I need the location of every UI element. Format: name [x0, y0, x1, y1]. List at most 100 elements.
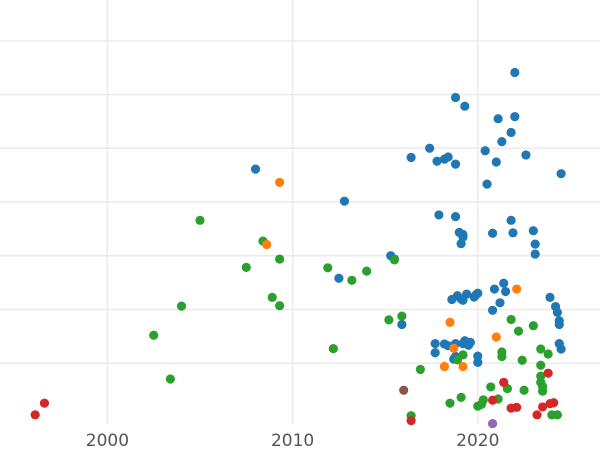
data-point-s3-6 — [532, 410, 542, 420]
data-point-s0-58 — [530, 249, 540, 259]
data-point-s1-11 — [347, 275, 357, 285]
data-point-s1-7 — [275, 301, 285, 311]
data-point-s2-1 — [275, 177, 285, 188]
data-point-s0-9 — [434, 210, 444, 220]
data-point-s0-68 — [473, 351, 483, 361]
data-point-s0-2 — [334, 273, 344, 283]
data-point-s3-7 — [537, 402, 548, 412]
data-point-s0-54 — [430, 348, 440, 358]
data-point-s0-53 — [430, 339, 440, 349]
data-point-s1-13 — [384, 315, 394, 325]
data-point-s1-14 — [389, 255, 400, 265]
data-point-s1-32 — [519, 385, 529, 395]
data-point-s3-0 — [30, 410, 40, 420]
data-point-s0-12 — [450, 159, 461, 169]
data-point-s0-0 — [250, 164, 261, 174]
data-point-s4-0 — [399, 385, 409, 395]
data-point-s2-5 — [449, 343, 459, 353]
data-point-s0-11 — [443, 152, 453, 162]
y-gridlines — [0, 40, 600, 364]
data-point-s3-3 — [499, 377, 509, 387]
data-point-s0-48 — [465, 337, 475, 347]
data-point-s0-17 — [460, 101, 470, 111]
data-point-s1-24 — [486, 382, 496, 392]
data-point-s0-55 — [521, 150, 531, 160]
data-point-s1-1 — [165, 374, 175, 384]
data-point-s2-0 — [262, 239, 272, 250]
data-point-s1-42 — [552, 410, 563, 420]
data-point-s5-0 — [487, 418, 498, 429]
data-point-s0-18 — [454, 227, 464, 238]
data-point-s0-39 — [508, 228, 518, 238]
data-point-s0-35 — [499, 278, 509, 288]
data-point-s0-66 — [556, 169, 566, 179]
data-point-s2-6 — [491, 332, 501, 342]
x-gridlines — [106, 0, 479, 424]
data-points — [30, 67, 566, 429]
data-point-s1-33 — [528, 321, 538, 331]
data-point-s3-11 — [487, 395, 498, 405]
data-point-s0-67 — [458, 295, 468, 305]
data-point-s1-8 — [275, 254, 285, 264]
data-point-s1-43 — [452, 355, 463, 365]
data-point-s0-14 — [450, 211, 461, 222]
data-point-s1-12 — [362, 266, 372, 276]
data-point-s1-23 — [478, 395, 488, 405]
data-point-s1-6 — [267, 292, 277, 302]
data-point-s3-2 — [406, 416, 416, 426]
data-point-s0-26 — [480, 146, 490, 156]
data-point-s1-3 — [195, 215, 205, 225]
data-point-s1-19 — [456, 392, 466, 402]
x-tick-label-2020: 2020 — [456, 431, 499, 450]
data-point-s3-5 — [512, 402, 522, 412]
data-point-s0-21 — [447, 294, 457, 305]
data-point-s0-36 — [500, 286, 511, 297]
data-point-s0-13 — [450, 92, 461, 103]
data-point-s0-1 — [339, 196, 350, 206]
data-point-s1-27 — [497, 347, 507, 357]
data-point-s1-30 — [513, 326, 524, 336]
data-point-s1-40 — [543, 349, 553, 359]
data-point-s0-37 — [506, 215, 516, 225]
data-point-s2-4 — [445, 317, 455, 327]
data-point-s0-19 — [456, 239, 466, 249]
data-point-s1-39 — [536, 377, 546, 387]
x-tick-label-2000: 2000 — [86, 431, 129, 450]
data-point-s2-3 — [458, 361, 468, 372]
data-point-s0-61 — [552, 307, 563, 317]
data-point-s1-18 — [445, 398, 455, 408]
data-point-s1-34 — [536, 344, 546, 354]
data-point-s1-17 — [415, 364, 425, 375]
data-point-s0-57 — [530, 239, 540, 249]
data-point-s0-52 — [439, 339, 450, 349]
data-point-s1-29 — [506, 314, 516, 325]
data-point-s0-7 — [425, 143, 435, 153]
data-point-s0-34 — [497, 137, 507, 147]
data-point-s1-4 — [241, 262, 251, 272]
data-point-s0-65 — [556, 344, 566, 354]
data-point-s1-15 — [397, 311, 407, 321]
data-point-s0-8 — [432, 156, 442, 166]
data-point-s0-25 — [473, 288, 483, 298]
data-point-s1-2 — [176, 301, 187, 311]
data-point-s0-29 — [487, 305, 498, 315]
data-point-s0-63 — [554, 319, 564, 330]
data-point-s0-32 — [493, 114, 503, 124]
data-point-s0-40 — [510, 112, 520, 122]
data-point-s3-10 — [543, 368, 553, 378]
x-axis-tick-labels: 2000 2010 2020 — [86, 431, 500, 450]
data-point-s1-35 — [536, 360, 546, 370]
data-point-s0-27 — [482, 179, 492, 189]
data-point-s3-9 — [549, 398, 559, 408]
data-point-s0-41 — [510, 67, 520, 78]
data-point-s0-5 — [397, 319, 407, 330]
data-point-s0-59 — [545, 292, 555, 302]
x-tick-label-2010: 2010 — [271, 431, 314, 450]
data-point-s1-10 — [328, 344, 338, 354]
data-point-s0-38 — [506, 127, 516, 138]
data-point-s1-38 — [537, 386, 548, 396]
data-point-s0-31 — [491, 157, 501, 167]
data-point-s0-33 — [495, 298, 505, 308]
data-point-s1-31 — [517, 355, 527, 365]
data-point-s2-2 — [439, 361, 450, 372]
